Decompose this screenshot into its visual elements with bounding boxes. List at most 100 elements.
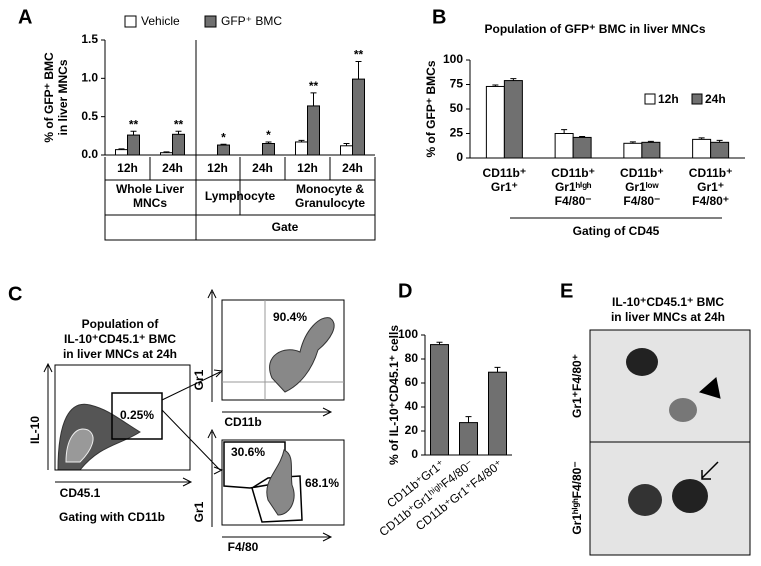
panel-letter: B	[432, 6, 446, 28]
contour	[269, 317, 335, 393]
axes-arrows	[207, 428, 333, 542]
y-tick-label: 0.0	[81, 147, 98, 161]
bar	[488, 371, 507, 456]
significance: **	[309, 79, 319, 93]
bar	[307, 105, 320, 156]
group-label: Monocyte &	[296, 182, 364, 196]
y-tick-label: 100	[398, 327, 418, 341]
bar	[554, 133, 574, 159]
bar	[641, 141, 661, 159]
panel-letter: C	[8, 283, 22, 305]
significance: **	[354, 48, 364, 62]
gate-value: 68.1%	[305, 476, 339, 490]
y-tick-label: 50	[450, 101, 464, 115]
y-axis-label: in liver MNCs	[56, 59, 70, 135]
bar	[160, 152, 173, 156]
group-label: Granulocyte	[295, 196, 365, 210]
error-bar	[310, 92, 317, 106]
gate-value: 90.4%	[273, 310, 307, 324]
bar	[115, 149, 128, 156]
error-bar	[175, 130, 182, 135]
group-label: Lymphocyte	[205, 189, 276, 203]
x-tick-label: 24h	[342, 161, 363, 175]
x-tick-label: 12h	[207, 161, 228, 175]
x-tick-label: CD11b⁺	[620, 166, 664, 180]
axes-arrows	[207, 288, 333, 417]
x-tick-label: 12h	[297, 161, 318, 175]
bar	[485, 85, 505, 159]
x-tick-label: Gr1⁺	[697, 180, 724, 194]
flow-title: in liver MNCs at 24h	[63, 347, 177, 361]
y-axis-label: % of IL-10⁺CD45.1⁺ cells	[387, 325, 401, 465]
axis-label: CD45.1	[60, 486, 101, 500]
bar	[172, 133, 185, 156]
row-label: Gr1ʰⁱᵍʰF4/80⁻	[570, 461, 584, 534]
error-bar	[494, 366, 501, 373]
contour	[65, 428, 94, 463]
bar	[430, 344, 449, 456]
panel-letter: D	[398, 280, 412, 302]
x-tick-label: Gr1ˡᵒʷ	[625, 180, 659, 194]
error-bar	[579, 135, 586, 138]
bar	[340, 145, 353, 156]
error-bar	[130, 130, 137, 136]
error-bar	[298, 139, 305, 142]
bar	[710, 141, 730, 159]
x-tick-label: F4/80⁻	[623, 194, 660, 208]
static	[43, 40, 751, 556]
micrograph-title: IL-10⁺CD45.1⁺ BMC	[612, 295, 724, 309]
legend-swatch	[124, 15, 137, 28]
group-label: MNCs	[133, 196, 167, 210]
y-tick-label: 0	[456, 150, 463, 164]
cell	[669, 398, 697, 422]
x-tick-label: Gr1ʰⁱᵍʰ	[555, 180, 592, 194]
y-tick-label: 0	[411, 447, 418, 461]
plot-frame	[221, 439, 345, 526]
x-axis-label: Gating of CD45	[573, 224, 660, 238]
y-axis-label: % of GFP⁺ BMCs	[424, 60, 438, 157]
gate	[111, 392, 163, 440]
error-bar	[629, 141, 636, 144]
x-tick-label: CD11b⁺	[689, 166, 733, 180]
y-tick-label: 25	[450, 126, 464, 140]
axis-label: F4/80	[228, 540, 259, 554]
cell	[628, 484, 662, 516]
cell	[672, 479, 708, 513]
significance: *	[266, 128, 271, 142]
x-tick-label: F4/80⁺	[692, 194, 729, 208]
plot-frame	[54, 364, 191, 471]
gate-value: 0.25%	[120, 408, 154, 422]
arrowhead	[698, 377, 721, 399]
error-bar	[698, 137, 705, 140]
legend-swatch	[691, 93, 703, 105]
legend-label: 12h	[658, 92, 679, 106]
gate-label: Gate	[272, 220, 299, 234]
bar	[262, 143, 275, 156]
flow-title: IL-10⁺CD45.1⁺ BMC	[64, 332, 176, 346]
legend-label: GFP⁺ BMC	[221, 14, 282, 28]
error-bar	[118, 148, 125, 150]
bar	[572, 136, 592, 159]
y-tick-label: 1.5	[81, 32, 98, 46]
panel-letter: E	[560, 280, 573, 302]
arrow	[701, 461, 719, 480]
y-tick-label: 60	[405, 375, 419, 389]
bar	[295, 141, 308, 156]
axis-label: Gr1	[192, 369, 206, 390]
legend-swatch	[644, 93, 656, 105]
error-bar	[343, 143, 350, 146]
x-tick-label: CD11b⁺	[551, 166, 595, 180]
legend-label: 24h	[705, 92, 726, 106]
error-bar	[647, 140, 654, 143]
bar	[217, 144, 230, 156]
significance: *	[221, 130, 226, 144]
legend-label: Vehicle	[141, 14, 180, 28]
error-bar	[220, 143, 227, 146]
significance: **	[174, 117, 184, 131]
y-tick-label: 100	[443, 52, 463, 66]
axis-label: IL-10	[28, 416, 42, 444]
bar	[692, 138, 712, 159]
y-tick-label: 75	[450, 77, 464, 91]
group-label: Whole Liver	[116, 182, 184, 196]
